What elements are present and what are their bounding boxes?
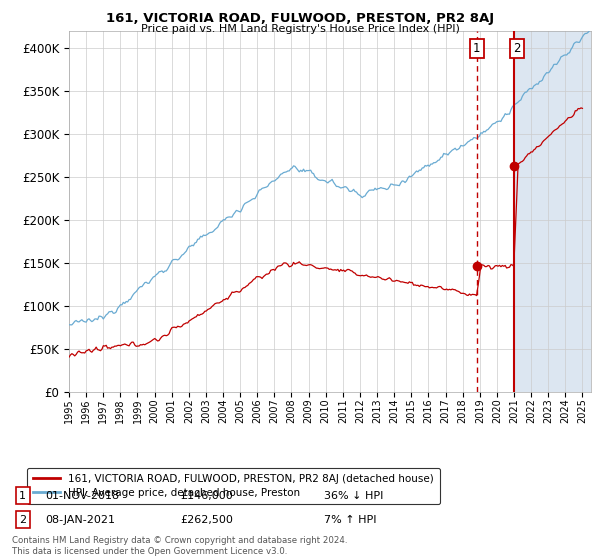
Legend: 161, VICTORIA ROAD, FULWOOD, PRESTON, PR2 8AJ (detached house), HPI: Average pri: 161, VICTORIA ROAD, FULWOOD, PRESTON, PR… [27,468,440,505]
Text: Contains HM Land Registry data © Crown copyright and database right 2024.
This d: Contains HM Land Registry data © Crown c… [12,536,347,556]
Text: 01-NOV-2018: 01-NOV-2018 [45,491,119,501]
Text: 08-JAN-2021: 08-JAN-2021 [45,515,115,525]
Text: Price paid vs. HM Land Registry's House Price Index (HPI): Price paid vs. HM Land Registry's House … [140,24,460,34]
Text: £262,500: £262,500 [180,515,233,525]
Bar [514,31,599,392]
Text: 2: 2 [514,43,521,55]
Text: 36% ↓ HPI: 36% ↓ HPI [324,491,383,501]
Text: 1: 1 [19,491,26,501]
Text: £146,000: £146,000 [180,491,233,501]
Text: 1: 1 [473,43,481,55]
Text: 161, VICTORIA ROAD, FULWOOD, PRESTON, PR2 8AJ: 161, VICTORIA ROAD, FULWOOD, PRESTON, PR… [106,12,494,25]
Text: 7% ↑ HPI: 7% ↑ HPI [324,515,377,525]
Text: 2: 2 [19,515,26,525]
